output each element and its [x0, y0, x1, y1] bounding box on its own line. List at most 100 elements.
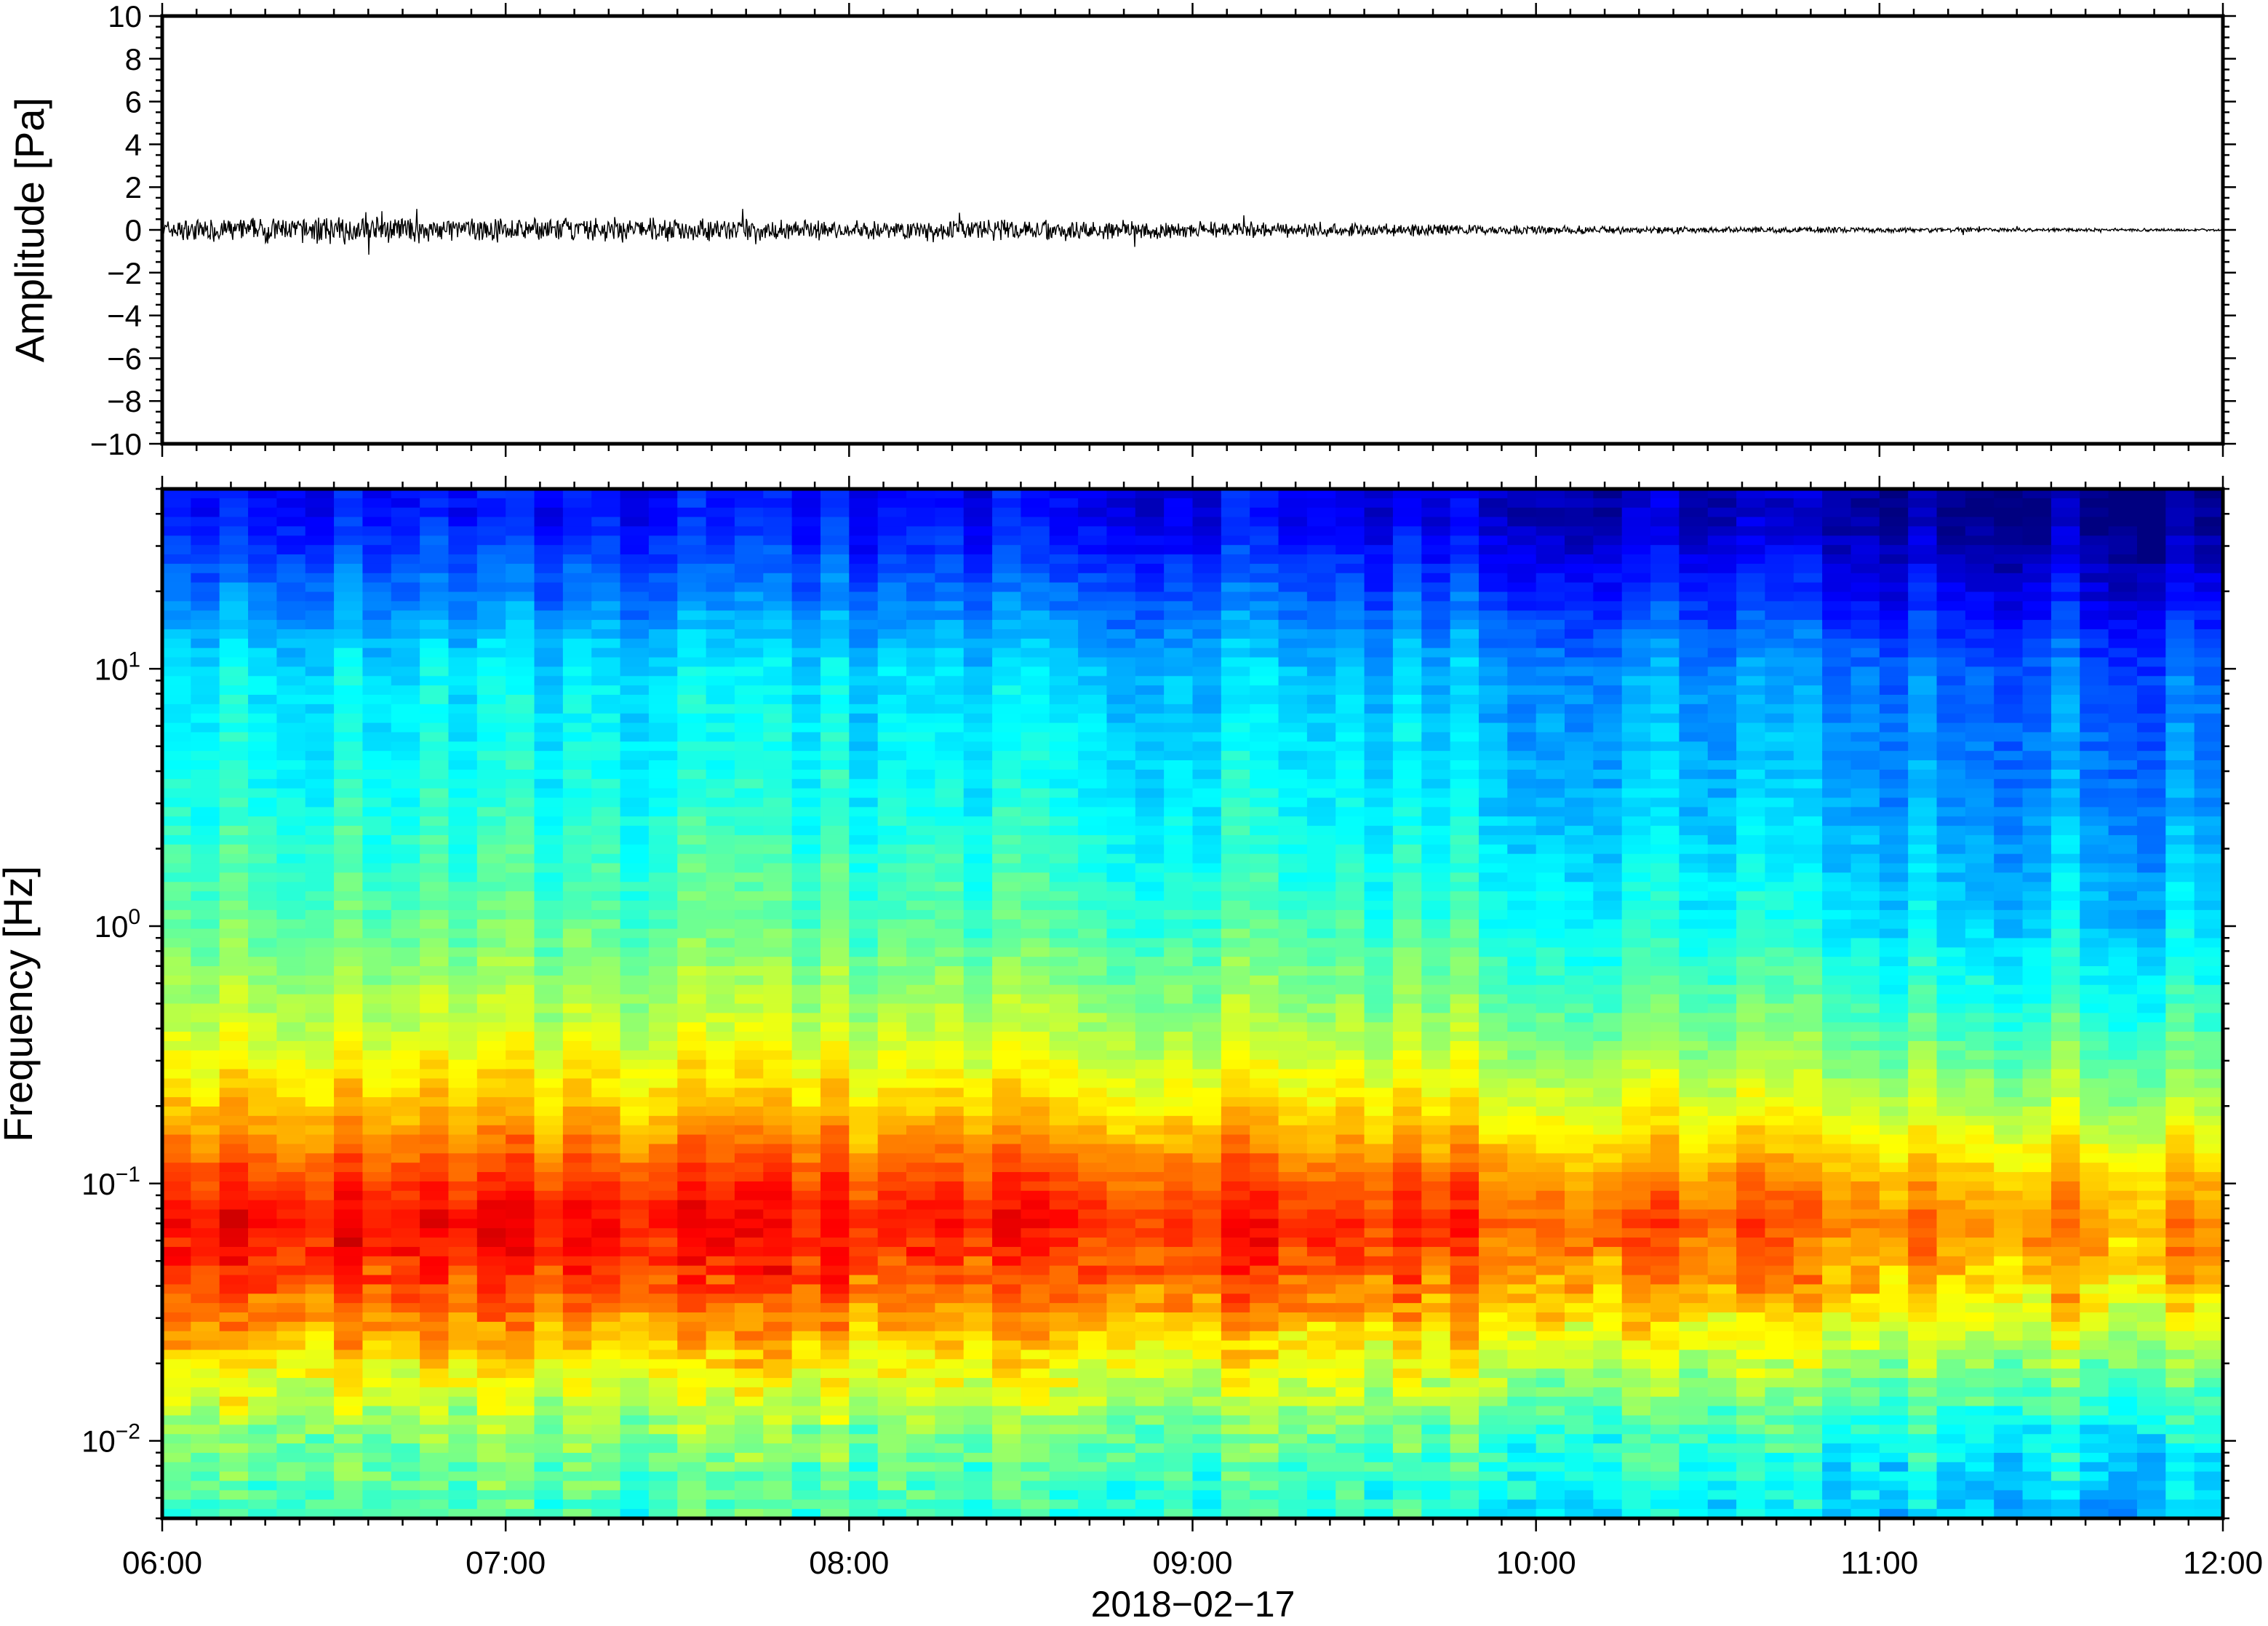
spectrogram-cell: [763, 1172, 792, 1182]
spectrogram-cell: [248, 1219, 277, 1229]
spectrogram-cell: [362, 882, 391, 892]
spectrogram-cell: [763, 639, 792, 649]
spectrogram-cell: [1250, 938, 1279, 948]
spectrogram-cell: [276, 1153, 306, 1163]
spectrogram-cell: [1135, 741, 1165, 752]
spectrogram-cell: [391, 1097, 420, 1107]
spectrogram-cell: [1135, 554, 1165, 565]
spectrogram-cell: [792, 966, 821, 976]
spectrogram-cell: [1078, 1350, 1107, 1360]
spectrogram-cell: [448, 1125, 477, 1136]
spectrogram-cell: [506, 1322, 535, 1332]
spectrogram-cell: [1250, 545, 1279, 555]
spectrogram-cell: [964, 1069, 993, 1080]
spectrogram-cell: [1193, 1107, 1222, 1117]
spectrogram-cell: [162, 741, 191, 752]
spectrogram-cell: [1335, 929, 1365, 939]
spectrogram-cell: [162, 1378, 191, 1388]
spectrogram-cell: [1164, 976, 1193, 986]
spectrogram-cell: [220, 1097, 249, 1107]
spectrogram-cell: [535, 498, 564, 509]
spectrogram-cell: [1221, 601, 1250, 611]
spectrogram-cell: [535, 1088, 564, 1098]
spectrogram-cell: [906, 1266, 935, 1276]
spectrogram-cell: [220, 1453, 249, 1463]
spectrogram-cell: [535, 854, 564, 864]
spectrogram-cell: [735, 1284, 764, 1294]
spectrogram-cell: [162, 1219, 191, 1229]
spectrogram-cell: [878, 845, 907, 855]
spectrogram-cell: [706, 807, 735, 817]
spectrogram-cell: [1135, 723, 1165, 733]
spectrogram-cell: [649, 1228, 678, 1238]
spectrogram-cell: [1050, 995, 1079, 1005]
spectrogram-cell: [1279, 1284, 1308, 1294]
spectrogram-cell: [906, 1125, 935, 1136]
spectrogram-cell: [535, 816, 564, 826]
spectrogram-cell: [391, 526, 420, 536]
spectrogram-cell: [735, 957, 764, 967]
spectrogram-cell: [935, 732, 964, 742]
spectrogram-cell: [849, 592, 878, 602]
spectrogram-cell: [964, 1266, 993, 1276]
spectrogram-cell: [677, 658, 706, 668]
spectrogram-cell: [191, 1331, 220, 1342]
spectrogram-cell: [1193, 1397, 1222, 1407]
spectrogram-cell: [1335, 1406, 1365, 1416]
spectrogram-cell: [878, 1022, 907, 1032]
spectrogram-cell: [878, 1107, 907, 1117]
spectrogram-cell: [220, 910, 249, 920]
spectrogram-cell: [906, 610, 935, 621]
spectrogram-cell: [306, 1210, 335, 1220]
spectrogram-cell: [1335, 695, 1365, 705]
spectrogram-cell: [1021, 872, 1050, 882]
spectrogram-cell: [1307, 1303, 1336, 1313]
spectrogram-cell: [276, 1107, 306, 1117]
spectrogram-cell: [477, 1472, 506, 1482]
spectrogram-cell: [1221, 592, 1250, 602]
spectrogram-cell: [1221, 985, 1250, 995]
spectrogram-cell: [1164, 1266, 1193, 1276]
spectrogram-cell: [1078, 976, 1107, 986]
amplitude-y-tick-label: 10: [108, 0, 142, 33]
spectrogram-cell: [1050, 1238, 1079, 1248]
spectrogram-cell: [448, 929, 477, 939]
spectrogram-cell: [391, 1350, 420, 1360]
spectrogram-cell: [1335, 1013, 1365, 1023]
spectrogram-cell: [563, 498, 592, 509]
spectrogram-cell: [420, 666, 449, 677]
spectrogram-cell: [677, 751, 706, 761]
spectrogram-cell: [706, 1107, 735, 1117]
spectrogram-cell: [649, 648, 678, 658]
spectrogram-cell: [420, 882, 449, 892]
spectrogram-cell: [448, 1163, 477, 1173]
spectrogram-cell: [677, 891, 706, 901]
spectrogram-cell: [763, 1462, 792, 1472]
spectrogram-cell: [1021, 901, 1050, 911]
spectrogram-cell: [1135, 985, 1165, 995]
spectrogram-cell: [849, 732, 878, 742]
spectrogram-cell: [992, 1368, 1021, 1379]
spectrogram-cell: [706, 498, 735, 509]
spectrogram-cell: [248, 639, 277, 649]
spectrogram-cell: [306, 1172, 335, 1182]
spectrogram-cell: [1335, 1238, 1365, 1248]
spectrogram-cell: [677, 1256, 706, 1267]
spectrogram-cell: [191, 798, 220, 808]
spectrogram-cell: [191, 620, 220, 630]
spectrogram-cell: [420, 526, 449, 536]
spectrogram-cell: [506, 995, 535, 1005]
spectrogram-cell: [820, 1350, 850, 1360]
spectrogram-cell: [448, 751, 477, 761]
spectrogram-cell: [735, 1490, 764, 1500]
spectrogram-cell: [820, 891, 850, 901]
spectrogram-cell: [391, 1116, 420, 1126]
spectrogram-cell: [220, 1341, 249, 1351]
spectrogram-cell: [563, 1013, 592, 1023]
spectrogram-cell: [792, 891, 821, 901]
spectrogram-cell: [477, 1424, 506, 1435]
spectrogram-cell: [1193, 573, 1222, 583]
spectrogram-cell: [992, 816, 1021, 826]
spectrogram-cell: [1106, 1341, 1135, 1351]
spectrogram-cell: [649, 1247, 678, 1257]
